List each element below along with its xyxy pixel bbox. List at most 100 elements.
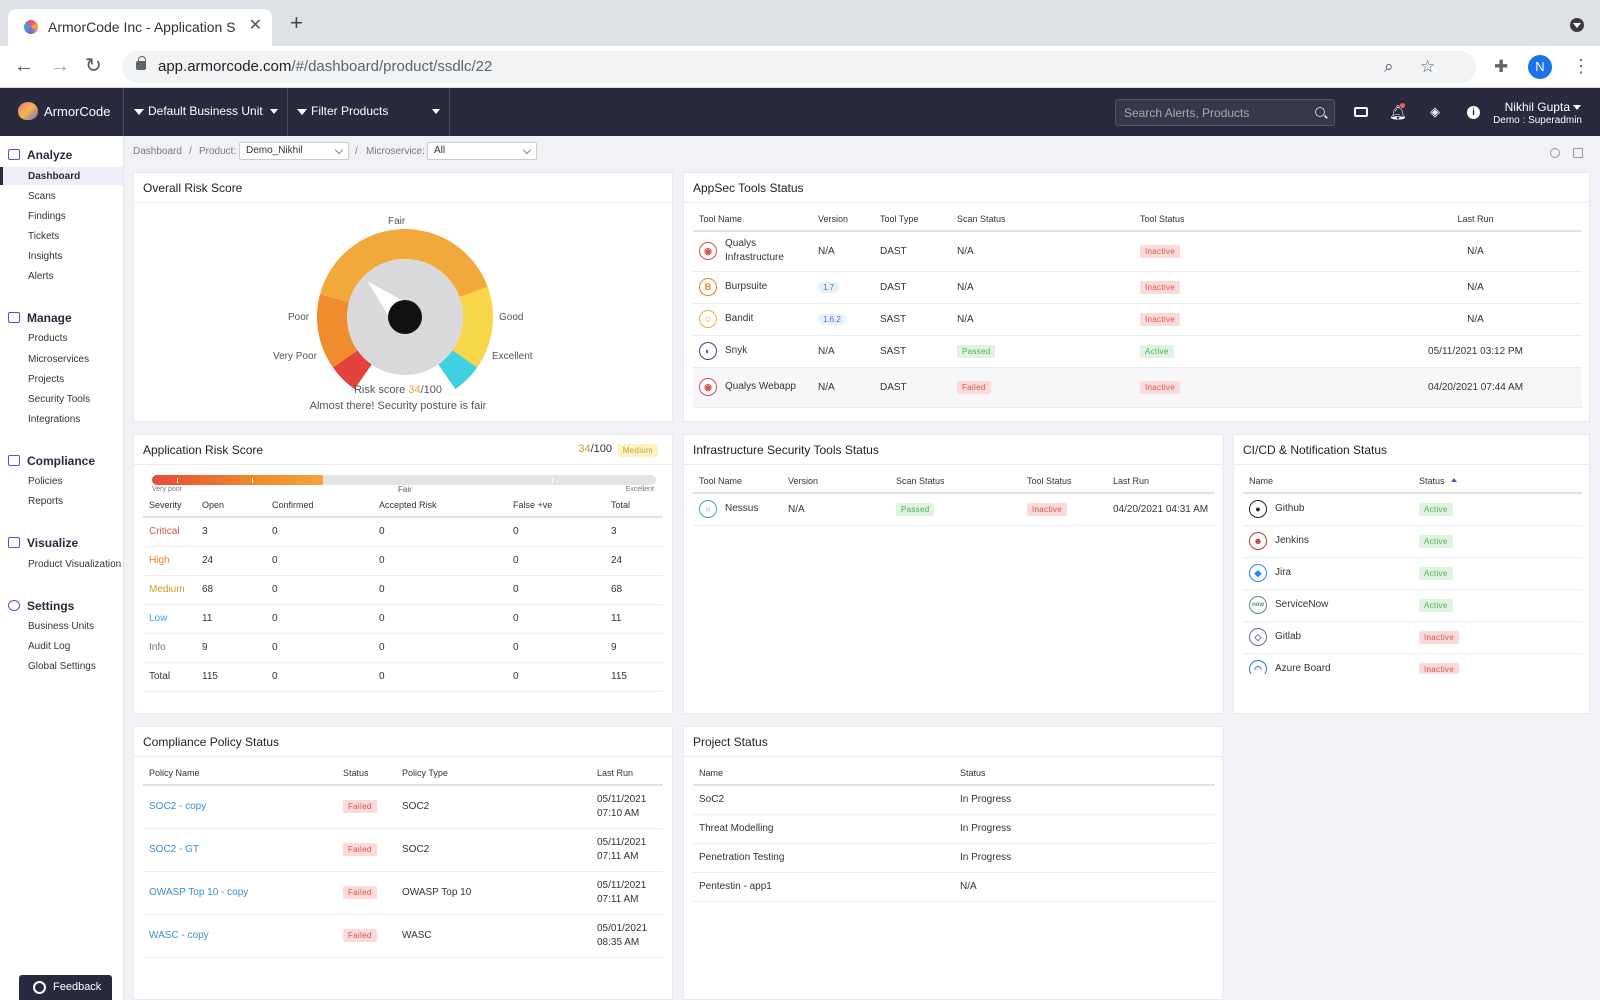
sidebar-item-policies[interactable]: Policies [28,476,63,487]
column-header[interactable]: Name [693,763,954,786]
column-header[interactable]: Last Run [1367,209,1582,232]
table-cell: N/A [812,367,874,408]
sidebar-item-global-settings[interactable]: Global Settings [28,661,96,672]
sidebar-item-business-units[interactable]: Business Units [28,621,95,632]
sidebar-section-analyze[interactable]: Analyze [8,148,72,162]
sidebar-item-integrations[interactable]: Integrations [28,414,81,425]
search-icon[interactable] [1315,107,1325,117]
table-row[interactable]: ● Github Active [1243,493,1582,526]
license-card-icon[interactable] [1354,107,1368,117]
bookmark-star-icon[interactable]: ☆ [1420,57,1436,76]
table-row[interactable]: ○ Nessus N/A Passed Inactive 04/20/2021 04:31… [693,493,1215,526]
table-row[interactable]: ◉ Qualys Webapp N/A DAST Failed Inactive 04/20… [693,367,1582,408]
table-row[interactable]: Penetration Testing In Progress [693,843,1215,873]
sidebar-item-dashboard[interactable]: Dashboard [28,171,81,182]
table-row[interactable]: ☺ Bandit 1.6.2 SAST N/A Inactive N/A [693,303,1582,336]
column-header[interactable]: Version [782,471,890,494]
table-cell: Active [1413,493,1582,526]
table-row[interactable]: ◠ Azure Board Inactive [1243,653,1582,674]
print-icon[interactable] [1573,148,1583,158]
sidebar-section-settings[interactable]: Settings [8,599,74,613]
forward-icon[interactable]: → [50,55,70,77]
sidebar-item-tickets[interactable]: Tickets [28,231,60,242]
table-row[interactable]: ◆ Jira Active [1243,557,1582,590]
table-row[interactable]: SOC2 - GT Failed SOC2 05/11/2021 07:11 AM [143,828,663,872]
sidebar-item-projects[interactable]: Projects [28,374,65,385]
armorcode-logo[interactable]: ArmorCode [18,100,124,124]
profile-avatar[interactable]: N [1528,55,1552,79]
policy-link[interactable]: OWASP Top 10 - copy [149,887,249,898]
table-row[interactable]: Threat Modelling In Progress [693,814,1215,844]
table-row[interactable]: now ServiceNow Active [1243,589,1582,622]
column-header[interactable]: Tool Status [1134,209,1367,232]
search-input[interactable] [1124,105,1304,121]
column-header[interactable]: Policy Name [143,763,337,786]
sidebar-item-product-visualization[interactable]: Product Visualization [28,559,122,570]
column-header[interactable]: Tool Type [874,209,951,232]
column-header[interactable]: Status [954,763,1215,786]
column-header[interactable]: Policy Type [396,763,591,786]
sidebar-item-insights[interactable]: Insights [28,251,63,262]
table-row[interactable]: B Burpsuite 1.7 DAST N/A Inactive N/A [693,271,1582,304]
sidebar-section-compliance[interactable]: Compliance [8,454,95,468]
sidebar-section-visualize[interactable]: Visualize [8,536,78,550]
table-row[interactable]: ☻ Jenkins Active [1243,525,1582,558]
info-icon[interactable]: i [1467,106,1480,119]
table-row[interactable]: ◉ Qualys Infrastructure N/A DAST N/A Inactive… [693,231,1582,272]
table-row[interactable]: Pentestin - app1 N/A [693,872,1215,902]
policy-link[interactable]: SOC2 - GT [149,844,200,855]
header-divider [123,88,124,136]
notifications-bell-icon[interactable]: 🔔︎ [1389,103,1407,120]
browser-menu-icon[interactable]: ⋮ [1572,56,1590,76]
sidebar-item-audit-log[interactable]: Audit Log [28,641,71,652]
sidebar-item-findings[interactable]: Findings [28,211,66,222]
sidebar-item-alerts[interactable]: Alerts [28,271,54,282]
sidebar-section-manage[interactable]: Manage [8,311,72,325]
table-cell: 3 [605,517,663,547]
table-row[interactable]: ◐ Snyk N/A SAST Passed Active 05/11/2021 03:12… [693,335,1582,368]
table-cell: In Progress [954,814,1215,844]
breadcrumb-dashboard[interactable]: Dashboard [133,146,182,157]
browser-tab[interactable]: ArmorCode Inc - Application S ✕ [8,9,272,46]
address-bar[interactable]: app.armorcode.com/#/dashboard/product/ss… [122,51,1476,83]
column-header[interactable]: Tool Status [1021,471,1107,494]
help-chat-icon[interactable]: ◈ [1430,104,1440,119]
policy-link[interactable]: SOC2 - copy [149,801,207,813]
column-header[interactable]: Tool Name [693,209,812,232]
column-header-status[interactable]: Status [1413,471,1582,494]
sidebar-item-security-tools[interactable]: Security Tools [28,394,91,405]
sidebar-item-products[interactable]: Products [28,333,68,344]
new-tab-icon[interactable]: + [290,10,303,35]
settings-icon[interactable] [1550,148,1560,158]
column-header[interactable]: Name [1243,471,1413,494]
column-header[interactable]: Last Run [1107,471,1215,494]
table-cell: Penetration Testing [693,843,954,873]
microservice-select[interactable]: All [427,142,537,160]
cicd-scroll-area[interactable]: Name Status ● Github Active ☻ Jenkins Active ◆… [1243,471,1582,674]
extensions-icon[interactable]: ✚ [1494,57,1509,76]
sidebar-item-microservices[interactable]: Microservices [28,354,90,365]
zoom-icon[interactable]: ⌕ [1384,57,1394,76]
column-header[interactable]: Status [337,763,396,786]
table-row[interactable]: SoC2 In Progress [693,785,1215,815]
column-header[interactable]: Version [812,209,874,232]
sidebar-item-scans[interactable]: Scans [28,191,56,202]
column-header[interactable]: Scan Status [951,209,1134,232]
close-tab-icon[interactable]: ✕ [248,17,262,34]
tab-search-icon[interactable] [1570,18,1584,32]
feedback-button[interactable]: Feedback [19,975,112,1000]
policy-link[interactable]: WASC - copy [149,930,209,941]
product-select[interactable]: Demo_Nikhil [239,142,349,160]
table-row[interactable]: WASC - copy Failed WASC 05/01/2021 08:35 AM [143,914,663,958]
table-row[interactable]: SOC2 - copy Failed SOC2 05/11/2021 07:10 AM [143,785,663,829]
reload-icon[interactable]: ↻ [85,55,102,77]
column-header[interactable]: Tool Name [693,471,782,494]
column-header[interactable]: Last Run [591,763,663,786]
column-header[interactable]: Scan Status [890,471,1021,494]
table-row[interactable]: ◇ Gitlab Inactive [1243,621,1582,654]
table-row[interactable]: OWASP Top 10 - copy Failed OWASP Top 10 05/… [143,871,663,915]
back-icon[interactable]: ← [14,55,34,77]
table-cell: 24 [196,546,266,576]
sidebar-item-reports[interactable]: Reports [28,496,64,507]
url-path: /#/dashboard/product/ssdlc/22 [291,58,493,75]
